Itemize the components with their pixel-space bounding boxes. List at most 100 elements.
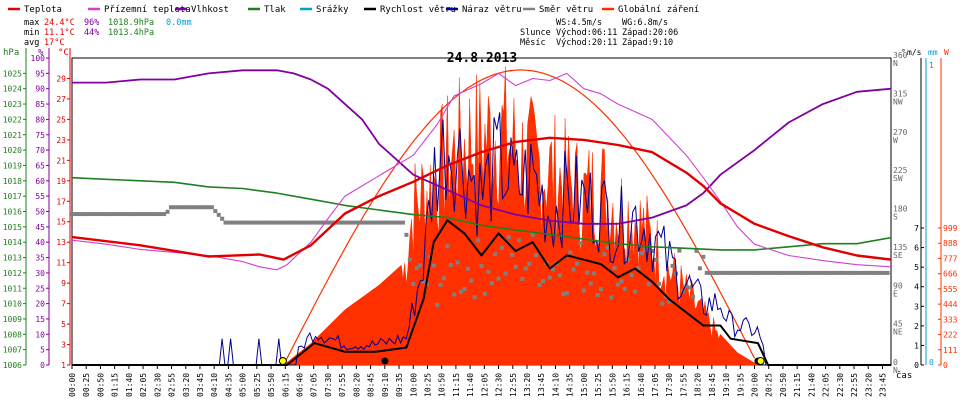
series-direction-mark [687, 285, 692, 290]
wind-tick-0: 0 [914, 361, 919, 370]
direction-label-4: S [893, 213, 898, 222]
x-tick-3: 01:15 [111, 373, 120, 397]
series-direction-mark [302, 220, 307, 225]
radiation-tick-5: 555 [943, 285, 958, 294]
series-direction-mark [288, 220, 293, 225]
series-direction-mark [353, 220, 358, 225]
x-tick-49: 20:25 [765, 373, 774, 397]
x-tick-9: 03:45 [196, 373, 205, 397]
series-direction-mark [575, 261, 580, 266]
x-tick-56: 23:20 [864, 373, 873, 397]
series-direction-mark [203, 205, 208, 210]
humidity-axis-tick-19: 95 [35, 69, 45, 78]
x-tick-16: 06:40 [296, 373, 305, 397]
series-direction-mark [714, 270, 719, 275]
temperature-axis-tick-0: 1 [61, 361, 66, 370]
wind-tick-7: 7 [914, 224, 919, 233]
series-direction-mark [261, 220, 266, 225]
series-direction-mark [834, 270, 839, 275]
series-direction-mark [684, 284, 689, 289]
legend-label-3: Tlak [264, 5, 286, 15]
series-direction-mark [192, 205, 197, 210]
series-direction-mark [718, 270, 723, 275]
series-direction-mark [616, 282, 620, 287]
series-direction-mark [769, 270, 774, 275]
rain-tick-1: 1 [929, 61, 934, 70]
series-direction-mark [824, 270, 829, 275]
series-direction-mark [117, 212, 122, 217]
series-direction-mark [336, 220, 341, 225]
legend-label-0: Teplota [24, 5, 62, 15]
series-direction-mark [670, 263, 675, 268]
series-direction-mark [523, 266, 528, 271]
series-direction-mark [568, 250, 573, 255]
series-direction-mark [128, 212, 133, 217]
series-direction-mark [295, 220, 300, 225]
series-direction-mark [643, 247, 648, 252]
x-tick-42: 17:30 [665, 373, 674, 397]
wind-axis-unit: m/s [907, 48, 922, 57]
temperature-axis-tick-10: 21 [56, 156, 66, 165]
series-direction-mark [885, 270, 890, 275]
pressure-axis-tick-3: 1009 [3, 315, 22, 324]
left-axes: hPa1006100710081009101010111012101310141… [3, 48, 71, 370]
series-direction-mark [752, 270, 757, 275]
wind-tick-3: 3 [914, 302, 919, 311]
temperature-axis-tick-8: 17 [56, 197, 66, 206]
series-direction-mark [339, 220, 344, 225]
legend-label-8: Globální záření [618, 5, 699, 15]
x-tick-37: 15:25 [594, 373, 603, 397]
series-direction-mark [158, 212, 163, 217]
series-direction-mark [493, 252, 498, 257]
series-direction-mark [250, 220, 255, 225]
series-direction-mark [871, 270, 876, 275]
series-direction-mark [776, 270, 781, 275]
wind-tick-1: 1 [914, 341, 919, 350]
x-tick-29: 12:05 [480, 373, 489, 397]
wind-tick-5: 5 [914, 263, 919, 272]
series-direction-mark [605, 245, 610, 250]
stat-moon_label: Měsíc [520, 38, 546, 48]
series-direction-mark [800, 270, 805, 275]
series-direction-mark [612, 266, 617, 271]
series-direction-mark [503, 271, 508, 276]
temperature-axis-tick-12: 25 [56, 115, 66, 124]
radiation-tick-6: 666 [943, 270, 958, 279]
series-direction-mark [441, 276, 446, 281]
plot-area [70, 57, 892, 369]
stat-avg_temp: 17°C [44, 38, 64, 48]
series-direction-mark [755, 270, 760, 275]
sunrise-icon [278, 357, 287, 365]
series-radiation-clearsky [283, 69, 756, 366]
right-axes: °0N45NE90E135SE180S225SW270W315NW360Nm/s… [893, 48, 958, 375]
stat-ws: WS:4.5m/s [556, 18, 602, 28]
series-direction-mark [749, 270, 754, 275]
series-direction-mark [779, 270, 784, 275]
pressure-axis-unit: hPa [3, 48, 19, 58]
x-tick-17: 07:05 [310, 373, 319, 397]
x-tick-50: 20:50 [779, 373, 788, 397]
series-direction-mark [377, 220, 382, 225]
x-tick-18: 07:30 [324, 373, 333, 397]
chart-legend: Teplota Přízemní teplota Vlhkost Tlak Srážky… [8, 5, 699, 15]
stat-min_label: min [24, 28, 39, 38]
pressure-axis-tick-12: 1018 [3, 177, 22, 186]
series-direction-mark [807, 270, 812, 275]
pressure-axis-tick-7: 1013 [3, 254, 22, 263]
series-direction-mark [882, 270, 887, 275]
x-tick-53: 22:05 [822, 373, 831, 397]
series-direction-mark [76, 212, 81, 217]
series-direction-mark [199, 205, 204, 210]
series-direction-mark [609, 295, 614, 300]
x-tick-45: 18:45 [708, 373, 717, 397]
series-direction-mark [172, 205, 177, 210]
legend-label-7: Směr větru [539, 5, 593, 15]
series-direction-mark [878, 270, 883, 275]
series-direction-mark [134, 212, 139, 217]
series-direction-mark [691, 294, 696, 299]
x-tick-39: 16:15 [623, 373, 632, 397]
series-direction-mark [636, 266, 641, 271]
pressure-axis-tick-8: 1014 [3, 238, 22, 247]
series-direction-mark [793, 270, 798, 275]
x-tick-31: 12:55 [509, 373, 518, 397]
